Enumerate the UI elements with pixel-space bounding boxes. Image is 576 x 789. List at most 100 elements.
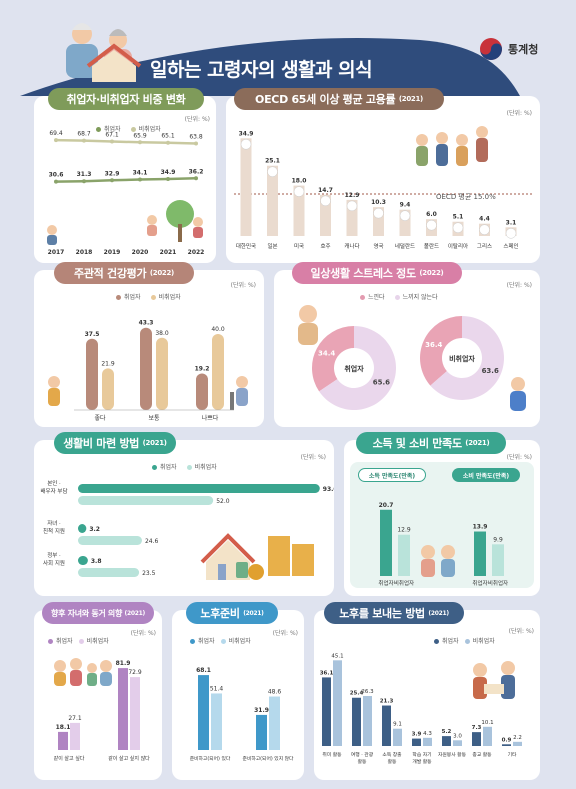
bar-unemployed [78, 536, 142, 545]
data-label: 65.9 [133, 132, 147, 139]
data-point [110, 139, 114, 144]
data-label: 65.1 [161, 133, 175, 140]
value-label: 9.1 [393, 722, 402, 728]
bar-employed [322, 677, 331, 746]
x-tick-label: 2020 [132, 249, 149, 256]
panel-retire: 노후준비 (2021) (단위: %) 취업자 비취업자 68.1 51.4 준비하… [172, 602, 304, 780]
panel-title: 노후를 보내는 방법 (2021) [324, 602, 464, 624]
legend: 취업자 비취업자 [434, 636, 495, 645]
income-chart: 20.7 취업자 12.9 비취업자 13.9 취업자 9.9 비취업자 [378, 502, 508, 587]
bar-unemployed [363, 696, 372, 746]
value-label: 3.1 [506, 219, 517, 226]
legend-item-not-feel: 느끼지 않는다 [394, 292, 438, 301]
value-label: 21.9 [101, 360, 115, 367]
category-label: 본인 · [47, 480, 61, 487]
x-tick-label: 개발 활동 [412, 758, 432, 765]
value-label: 18.1 [56, 724, 71, 731]
legend: 취업자 비취업자 [96, 124, 161, 133]
x-tick-label: 나쁘다 [202, 414, 219, 422]
value-label: 23.5 [142, 570, 156, 577]
bar-unemployed [212, 334, 224, 410]
unit-label: (단위: %) [272, 630, 298, 637]
donut-center-label: 취업자 [344, 364, 364, 373]
x-tick-label: 취업자 [378, 579, 393, 587]
data-point [54, 138, 58, 143]
bar-employed [86, 338, 98, 410]
children-chart: 18.1 27.1 같이 살고 싶다 81.9 72.9 같이 살고 싶지 않다 [54, 658, 150, 762]
x-tick-label: 비취업자 [488, 579, 508, 587]
elderly-workers-illustration [416, 126, 488, 166]
value-label: 3.9 [412, 732, 422, 738]
x-tick-label: 그리스 [477, 242, 492, 250]
stress-chart: 34.4 65.6 취업자 36.4 63.6 비취업자 [298, 305, 526, 411]
data-point [194, 141, 198, 146]
value-label: 10.3 [371, 199, 386, 206]
value-label: 81.9 [116, 660, 131, 667]
legend-item-employed: 취업자 [96, 124, 121, 133]
oecd-average-label: OECD 평균 15.0% [436, 193, 496, 201]
x-tick-label: 종교 활동 [472, 751, 492, 758]
panel-title: 취업자·비취업자 비중 변화 [48, 88, 204, 110]
panel-oecd: OECD 65세 이상 평균 고용률 (2021) (단위: %) 34.9 대한… [226, 88, 540, 263]
flag-icon [346, 200, 358, 212]
donut-slice-feel [312, 326, 354, 392]
legend-item-feel: 느낀다 [360, 292, 385, 301]
panel-health: 주관적 건강평가 (2022) (단위: %) 취업자 비취업자 37.5 21.… [34, 262, 264, 427]
elderly-illustration [48, 376, 248, 410]
bar-unemployed [483, 726, 492, 746]
legend: 취업자 비취업자 [116, 292, 181, 301]
data-label: 68.7 [77, 131, 91, 138]
data-point [110, 178, 114, 183]
x-tick-label: 2019 [104, 249, 121, 256]
x-tick-label: 준비하고(되어) 있지 않다 [243, 755, 295, 762]
legend-item-unemployed: 비취업자 [186, 462, 217, 471]
flag-icon [426, 219, 437, 231]
donut-hole [443, 339, 481, 377]
x-tick-label: 활동 [388, 758, 397, 765]
x-tick-label: 학습 자기 [412, 751, 431, 758]
value-label: 26.3 [361, 689, 374, 695]
x-tick-label: 여행 · 관광 [351, 751, 374, 758]
value-label: 25.4 [350, 691, 364, 697]
value-label: 12.9 [345, 192, 360, 199]
x-tick-label: 영국 [373, 242, 383, 250]
value-label: 19.2 [195, 366, 210, 373]
reading-couple-illustration [473, 661, 515, 699]
x-tick-label: 보통 [148, 415, 160, 422]
bar-일본 [267, 165, 278, 236]
value-label: 43.3 [139, 320, 154, 327]
employment-trend-chart: 30.6 31.3 32.9 34.1 34.9 36.2 69.4 68.7 67.1 65.9… [47, 130, 204, 256]
x-tick-label: 2017 [48, 249, 65, 256]
x-tick-label: 취업자 [472, 579, 487, 587]
category-label: 사회 지원 [43, 559, 65, 567]
flag-icon [373, 207, 384, 219]
bar-employed [474, 531, 486, 576]
house-coins-illustration [200, 533, 314, 580]
bar-unemployed [130, 677, 140, 750]
bar-unemployed [393, 728, 402, 746]
data-label: 31.3 [77, 171, 92, 178]
x-tick-label: 소득 창출 [382, 751, 402, 758]
slice-value-label: 36.4 [425, 341, 442, 349]
unit-label: (단위: %) [506, 454, 532, 461]
data-point [166, 177, 170, 182]
data-point [194, 176, 198, 181]
data-label: 34.9 [161, 169, 176, 176]
bar-대한민국 [240, 138, 252, 236]
unit-label: (단위: %) [300, 454, 326, 461]
panel-income: 소득 및 소비 만족도 (2021) (단위: %) 소득 만족도(만족) 소비… [344, 432, 540, 596]
doctor-illustration [298, 305, 526, 411]
bar-employed [502, 744, 511, 746]
flag-icon [320, 195, 331, 207]
panel-title: OECD 65세 이상 평균 고용률 (2021) [234, 88, 444, 110]
value-label: 13.9 [473, 524, 488, 531]
bar-employed [472, 732, 481, 746]
bar-unemployed [78, 496, 214, 505]
org-logo: 통계청 [478, 36, 538, 62]
x-tick-label: 스페인 [503, 242, 518, 250]
panel-employment-trend: 취업자·비취업자 비중 변화 (단위: %) 취업자 비취업자 30.6 31.3… [34, 88, 216, 263]
bar-unemployed [513, 741, 522, 746]
value-label: 68.1 [196, 667, 211, 674]
donut-hole [335, 349, 373, 387]
